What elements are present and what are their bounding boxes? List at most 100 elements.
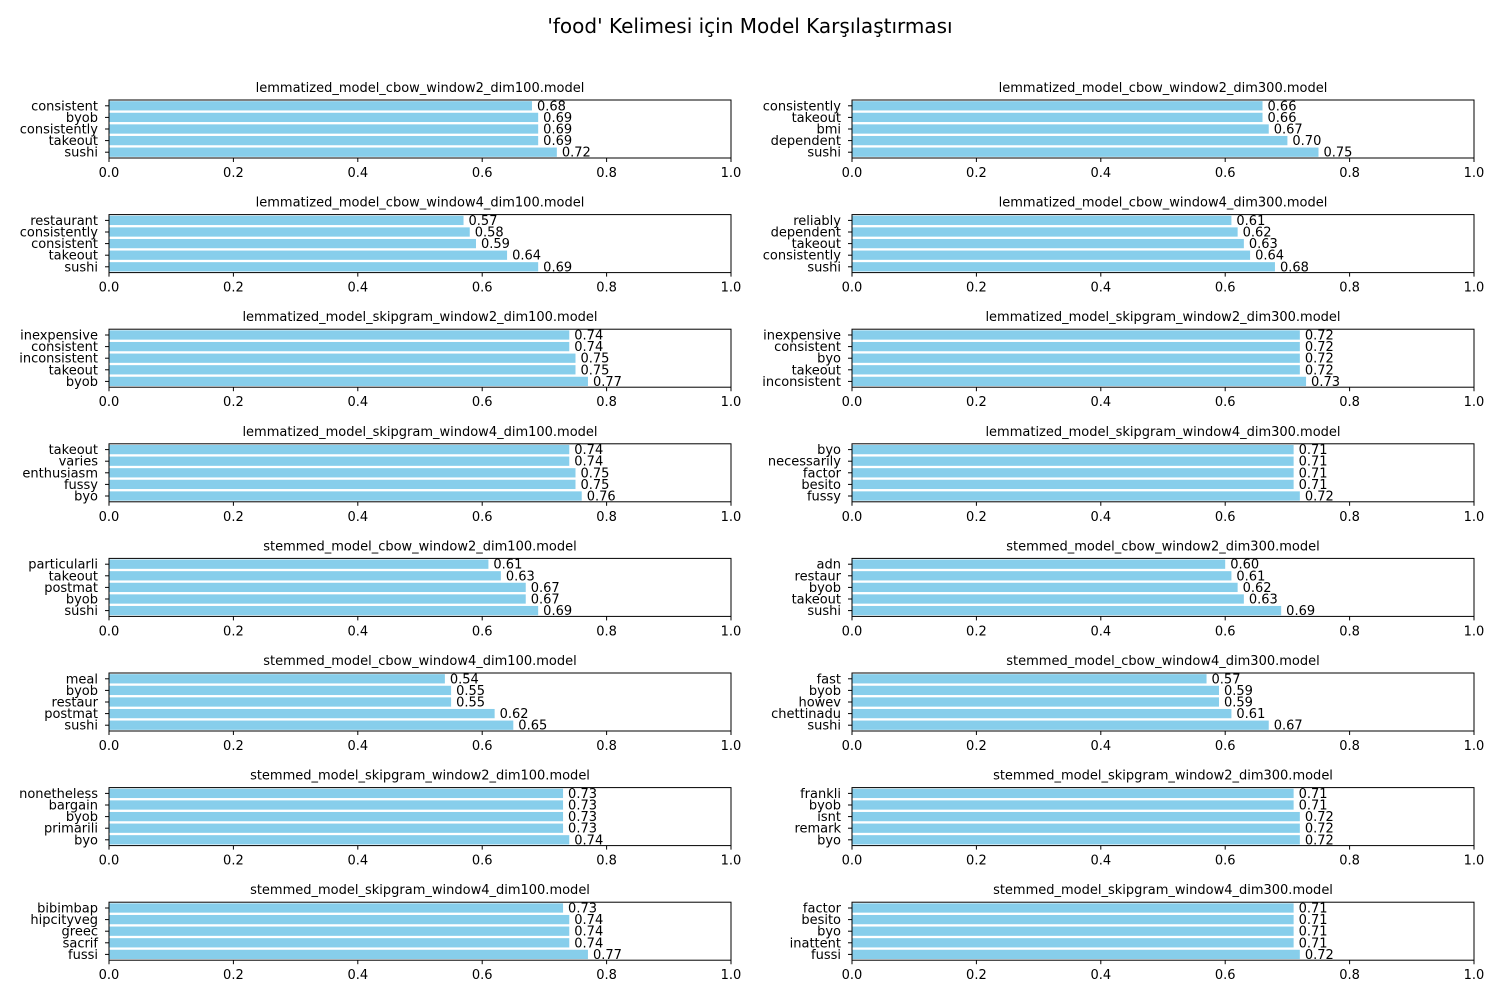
x-tick-label: 0.2 (223, 281, 244, 296)
x-tick-label: 0.0 (99, 510, 120, 525)
x-tick-label: 0.6 (1215, 739, 1236, 754)
chart-panel: lemmatized_model_skipgram_window4_dim100… (22, 425, 741, 525)
x-tick-label: 0.4 (347, 166, 368, 181)
axes-frame (851, 328, 1475, 388)
x-tick-label: 0.6 (1215, 281, 1236, 296)
category-label: bibimbap (37, 902, 98, 917)
bar (109, 788, 564, 799)
category-label: isnt (817, 810, 841, 825)
value-label: 0.66 (1268, 99, 1297, 114)
category-label: sushi (64, 719, 98, 734)
category-label: factor (803, 466, 842, 481)
value-label: 0.74 (574, 443, 603, 458)
value-label: 0.59 (1224, 684, 1253, 699)
category-label: sushi (807, 260, 841, 275)
chart-panel: stemmed_model_skipgram_window4_dim300.mo… (790, 883, 1485, 983)
value-label: 0.68 (1280, 260, 1309, 275)
value-label: 0.62 (1243, 226, 1272, 241)
x-tick-label: 0.2 (223, 395, 244, 410)
x-tick-label: 0.0 (99, 281, 120, 296)
value-label: 0.58 (475, 226, 504, 241)
value-label: 0.74 (574, 936, 603, 951)
category-label: sushi (807, 604, 841, 619)
x-tick-label: 0.2 (223, 854, 244, 869)
chart-panel: lemmatized_model_cbow_window4_dim100.mod… (20, 196, 742, 296)
category-label: takeout (792, 363, 841, 378)
bar (852, 341, 1300, 352)
x-tick-label: 0.6 (472, 395, 493, 410)
value-label: 0.77 (593, 948, 622, 963)
category-label: sushi (64, 146, 98, 161)
bar (109, 571, 501, 581)
value-label: 0.72 (1305, 329, 1334, 344)
value-label: 0.62 (1243, 581, 1272, 596)
value-label: 0.73 (568, 822, 597, 837)
bar (852, 262, 1275, 272)
x-tick-label: 0.0 (842, 166, 863, 181)
category-label: takeout (792, 111, 841, 126)
category-label: byo (817, 925, 841, 940)
x-tick-label: 0.4 (1090, 624, 1111, 639)
value-label: 0.61 (1236, 214, 1265, 229)
value-label: 0.71 (1299, 455, 1328, 470)
x-tick-label: 0.4 (1090, 968, 1111, 983)
bar (852, 101, 1263, 111)
category-label: necessarily (768, 455, 841, 470)
axes-frame (108, 672, 732, 732)
value-label: 0.71 (1299, 902, 1328, 917)
category-label: byob (809, 581, 841, 596)
bar (109, 215, 464, 226)
category-label: restaur (52, 696, 99, 711)
category-label: varies (59, 455, 99, 470)
x-tick-label: 0.0 (99, 854, 120, 869)
x-tick-label: 0.4 (347, 510, 368, 525)
category-label: sushi (64, 604, 98, 619)
category-label: takeout (792, 593, 841, 608)
bar (109, 697, 452, 707)
bar (109, 708, 495, 719)
chart-panel: stemmed_model_cbow_window2_dim100.model 0… (28, 539, 741, 639)
bar (109, 376, 588, 387)
category-label: inconsistent (762, 375, 841, 390)
x-tick-label: 0.6 (472, 166, 493, 181)
x-tick-label: 0.6 (1215, 166, 1236, 181)
category-label: takeout (49, 249, 98, 264)
chart-panel: lemmatized_model_skipgram_window2_dim100… (19, 310, 741, 410)
category-label: takeout (792, 237, 841, 252)
value-label: 0.70 (1292, 134, 1321, 149)
chart-panel: lemmatized_model_cbow_window2_dim100.mod… (20, 81, 742, 181)
bar (109, 456, 570, 466)
chart-panel: stemmed_model_cbow_window4_dim300.model 0… (771, 654, 1484, 754)
bar (852, 594, 1244, 604)
x-tick-label: 1.0 (1464, 281, 1485, 296)
category-label: consistent (31, 340, 98, 355)
x-tick-label: 1.0 (1464, 739, 1485, 754)
bar (852, 444, 1294, 455)
value-label: 0.71 (1299, 787, 1328, 802)
bar (109, 926, 570, 936)
value-label: 0.75 (581, 466, 610, 481)
x-tick-label: 0.8 (596, 395, 617, 410)
category-label: dependent (771, 226, 841, 241)
bar (109, 674, 445, 684)
category-label: byob (66, 375, 98, 390)
x-tick-label: 0.4 (1090, 166, 1111, 181)
x-tick-label: 0.6 (472, 854, 493, 869)
category-label: byo (74, 490, 98, 505)
category-label: takeout (49, 134, 98, 149)
category-label: greec (62, 925, 98, 940)
x-tick-label: 0.6 (1215, 510, 1236, 525)
category-label: reliably (793, 214, 841, 229)
value-label: 0.72 (1305, 490, 1334, 505)
panel-title: stemmed_model_skipgram_window4_dim100.mo… (250, 883, 590, 898)
chart-panel: lemmatized_model_skipgram_window4_dim300… (768, 425, 1485, 525)
x-tick-label: 0.0 (842, 739, 863, 754)
bar (109, 135, 539, 146)
category-label: postmat (44, 707, 98, 722)
category-label: fussy (807, 490, 841, 505)
bar (852, 330, 1300, 340)
value-label: 0.71 (1299, 478, 1328, 493)
bar (852, 559, 1226, 569)
panel-title: stemmed_model_skipgram_window4_dim300.mo… (993, 883, 1333, 898)
value-label: 0.63 (506, 569, 535, 584)
